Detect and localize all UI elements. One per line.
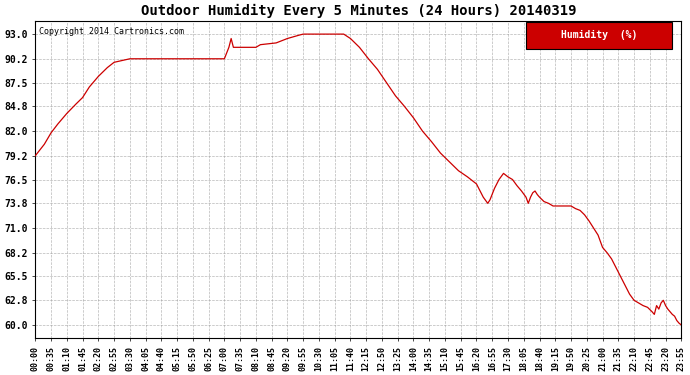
- Text: Copyright 2014 Cartronics.com: Copyright 2014 Cartronics.com: [39, 27, 184, 36]
- Title: Outdoor Humidity Every 5 Minutes (24 Hours) 20140319: Outdoor Humidity Every 5 Minutes (24 Hou…: [141, 4, 576, 18]
- Text: Humidity  (%): Humidity (%): [561, 30, 637, 40]
- FancyBboxPatch shape: [526, 22, 671, 49]
